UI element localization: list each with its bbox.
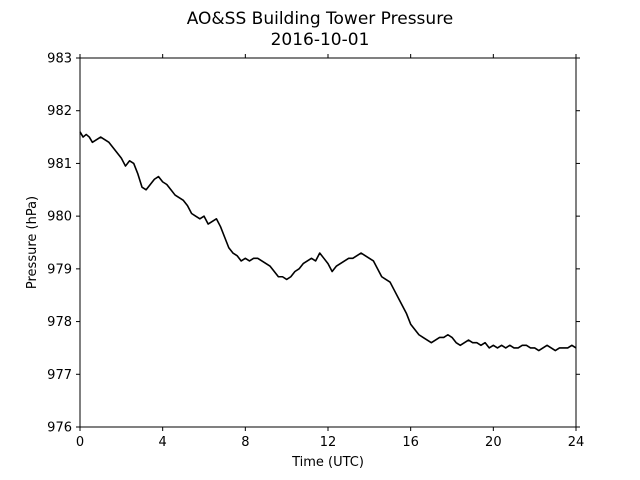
plot-frame [79,57,577,428]
x-tick-label: 16 [402,435,419,450]
y-axis-ticks: 976 977 978 979 980 981 982 983 [47,52,580,436]
y-tick-label: 980 [47,210,72,225]
x-tick-label: 4 [159,435,167,450]
pressure-series-line [79,131,577,352]
y-tick-label: 982 [47,104,72,119]
y-tick-label: 981 [47,157,72,172]
y-axis-label: Pressure (hPa) [25,196,40,289]
x-tick-label: 0 [76,435,84,450]
y-tick-label: 983 [47,52,72,67]
x-tick-label: 12 [320,435,337,450]
x-axis-label: Time (UTC) [291,455,364,470]
y-tick-label: 977 [47,368,72,383]
x-tick-label: 24 [568,435,585,450]
y-tick-label: 976 [47,421,72,436]
chart-subtitle: 2016-10-01 [271,30,370,50]
chart-title: AO&SS Building Tower Pressure [187,9,454,29]
y-tick-label: 979 [47,262,72,277]
x-axis-ticks: 0 4 8 12 16 20 24 [76,54,584,450]
x-tick-label: 8 [241,435,249,450]
y-tick-label: 978 [47,315,72,330]
x-tick-label: 20 [485,435,502,450]
